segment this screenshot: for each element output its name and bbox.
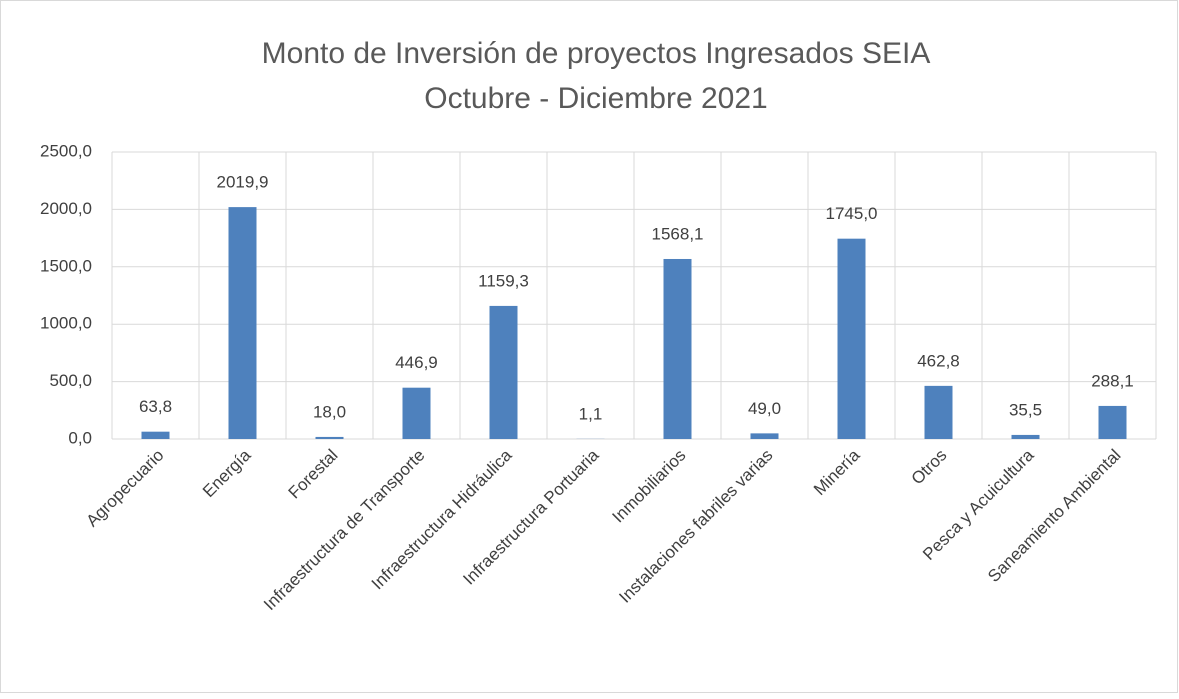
data-label: 462,8	[917, 351, 960, 370]
bar	[1099, 406, 1127, 439]
data-label: 288,1	[1091, 371, 1134, 390]
bar	[925, 386, 953, 439]
data-label: 63,8	[139, 397, 172, 416]
bar	[142, 432, 170, 439]
y-tick-label: 2500,0	[40, 141, 92, 160]
bar	[664, 259, 692, 439]
data-label: 49,0	[748, 399, 781, 418]
bar	[751, 433, 779, 439]
chart-subtitle: Octubre - Diciembre 2021	[424, 82, 767, 115]
y-tick-label: 1000,0	[40, 314, 92, 333]
data-label: 2019,9	[217, 173, 269, 192]
chart-title: Monto de Inversión de proyectos Ingresad…	[262, 37, 931, 70]
bar	[1012, 435, 1040, 439]
data-label: 18,0	[313, 402, 346, 421]
bar	[838, 239, 866, 439]
y-tick-label: 0,0	[68, 428, 92, 447]
data-label: 1568,1	[652, 224, 704, 243]
data-label: 1745,0	[826, 204, 878, 223]
bar	[490, 306, 518, 439]
bar	[229, 207, 257, 439]
bar	[403, 388, 431, 439]
y-tick-label: 2000,0	[40, 199, 92, 218]
bar	[316, 437, 344, 439]
y-tick-label: 500,0	[49, 371, 92, 390]
data-label: 1159,3	[478, 271, 529, 290]
data-label: 446,9	[395, 353, 438, 372]
data-label: 35,5	[1009, 400, 1042, 419]
data-label: 1,1	[579, 404, 603, 423]
y-tick-label: 1500,0	[40, 256, 92, 275]
